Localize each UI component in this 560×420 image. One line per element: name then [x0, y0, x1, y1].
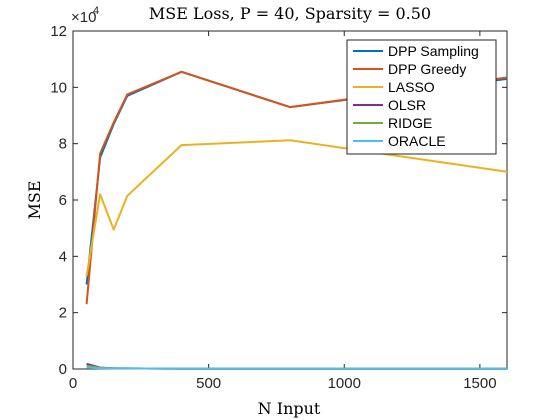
y-tick-label: 2	[59, 305, 67, 322]
y-exponent-base: ×10	[71, 9, 96, 26]
x-axis-label: N Input	[258, 399, 321, 418]
y-tick-label: 0	[59, 361, 67, 378]
legend-box	[346, 39, 497, 155]
x-tick-label: 1000	[328, 375, 361, 392]
series-lines	[85, 70, 508, 370]
y-tick-label: 12	[50, 23, 67, 40]
y-tick-label: 6	[59, 192, 67, 209]
y-exponent-label: ×10 4	[71, 5, 99, 26]
legend: DPP Sampling DPP Greedy LASSO OLSR RIDGE ORAC…	[346, 39, 497, 155]
legend-label-lasso: LASSO	[388, 79, 435, 95]
series-line-dpp-greedy	[85, 70, 508, 305]
legend-label-ridge: RIDGE	[388, 115, 432, 131]
x-tick-label: 0	[69, 375, 77, 392]
legend-label-oracle: ORACLE	[388, 133, 446, 149]
x-tick-label: 1500	[463, 375, 496, 392]
series-line-oracle	[86, 366, 507, 370]
y-axis-ticks: 0 2 4 6 8 10 12	[50, 23, 507, 378]
chart-title: MSE Loss, P = 40, Sparsity = 0.50	[149, 4, 431, 23]
y-tick-label: 4	[59, 248, 67, 265]
x-tick-label: 500	[196, 375, 221, 392]
x-axis-ticks: 0 500 1000 1500	[69, 31, 497, 392]
legend-label-olsr: OLSR	[388, 97, 426, 113]
y-tick-label: 10	[50, 79, 67, 96]
y-axis-label: MSE	[25, 180, 44, 219]
y-exponent-power: 4	[93, 5, 99, 17]
series-line-lasso	[85, 139, 508, 277]
legend-label-dpp-greedy: DPP Greedy	[388, 61, 466, 77]
legend-label-dpp-sampling: DPP Sampling	[388, 43, 479, 59]
y-tick-label: 8	[59, 136, 67, 153]
